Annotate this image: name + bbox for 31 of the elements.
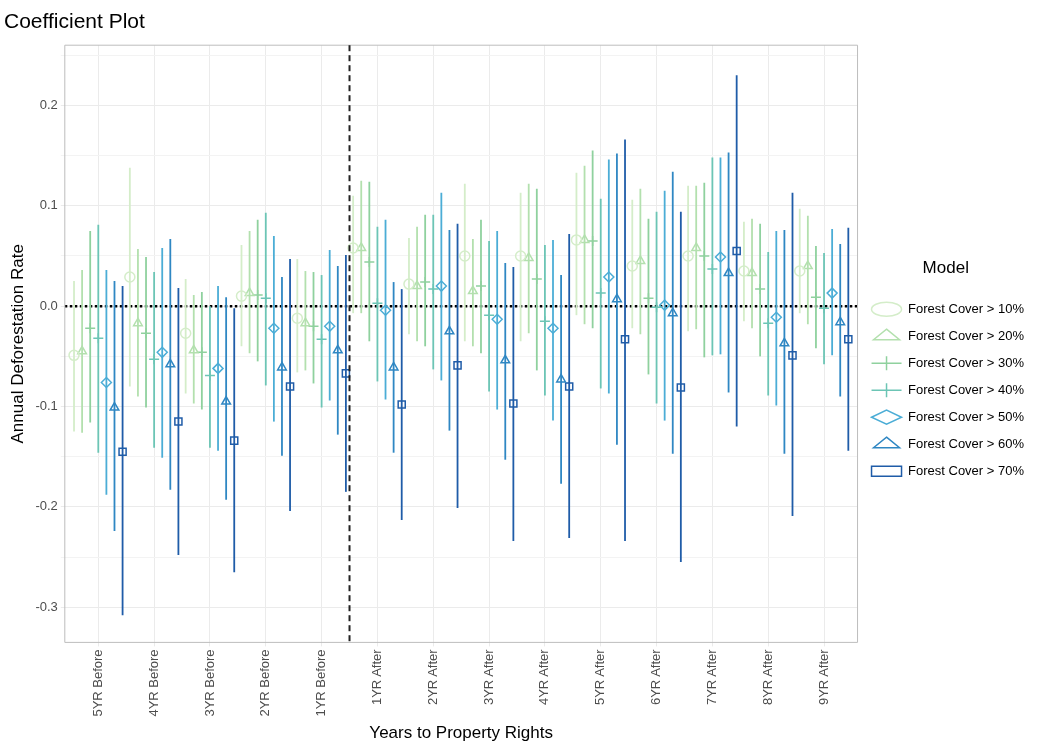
y-axis-title: Annual Deforestation Rate xyxy=(7,244,27,444)
x-tick-label: 4YR Before xyxy=(145,649,161,717)
y-tick-label: -0.3 xyxy=(35,598,58,614)
x-tick-label: 7YR After xyxy=(703,648,719,706)
x-tick-label: 9YR After xyxy=(815,648,831,706)
legend-label: Forest Cover > 20% xyxy=(908,327,1025,343)
legend-title: Model xyxy=(922,258,969,278)
y-tick-label: -0.2 xyxy=(35,498,58,514)
x-tick-label: 1YR After xyxy=(369,648,385,706)
x-tick-label: 5YR After xyxy=(592,648,608,706)
x-tick-label: 3YR Before xyxy=(201,649,217,717)
legend-label: Forest Cover > 50% xyxy=(908,408,1025,424)
x-axis-title: Years to Property Rights xyxy=(369,723,553,743)
x-tick-label: 6YR After xyxy=(648,648,664,706)
x-tick-label: 5YR Before xyxy=(89,649,105,717)
x-tick-label: 8YR After xyxy=(759,648,775,706)
y-tick-label: 0.1 xyxy=(39,197,58,213)
legend-label: Forest Cover > 10% xyxy=(908,300,1025,316)
x-tick-label: 2YR Before xyxy=(257,649,273,717)
legend-label: Forest Cover > 40% xyxy=(908,381,1025,397)
x-tick-label: 3YR After xyxy=(480,648,496,706)
x-tick-label: 4YR After xyxy=(536,648,552,706)
legend-label: Forest Cover > 70% xyxy=(908,462,1025,478)
y-tick-label: 0.0 xyxy=(39,297,58,313)
legend-label: Forest Cover > 30% xyxy=(908,354,1025,370)
y-tick-label: 0.2 xyxy=(39,97,58,112)
legend-label: Forest Cover > 60% xyxy=(908,435,1025,451)
x-tick-label: 2YR After xyxy=(424,648,440,706)
y-tick-label: -0.1 xyxy=(35,398,58,414)
x-tick-label: 1YR Before xyxy=(313,649,329,717)
chart-title: Coefficient Plot xyxy=(4,9,146,33)
